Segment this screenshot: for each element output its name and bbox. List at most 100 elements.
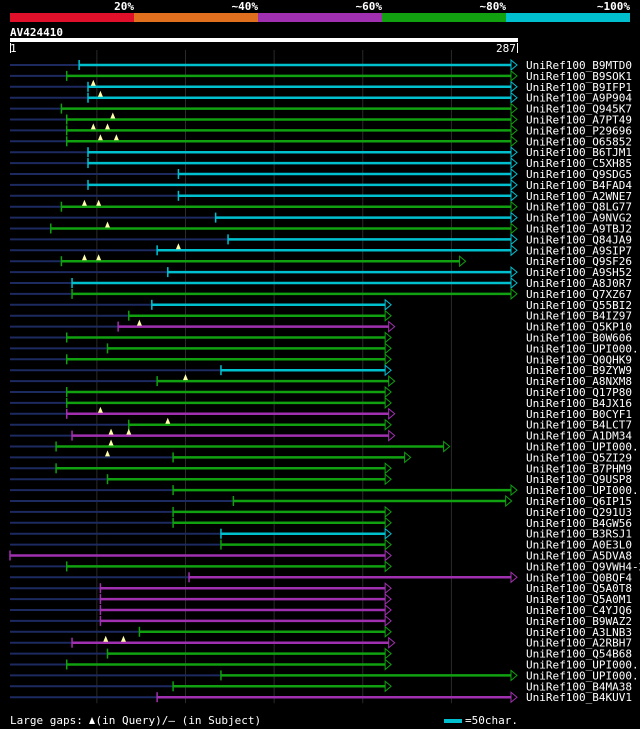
hit-label: UniRef100_B9MTD0 [526,59,632,72]
hit-arrow-icon [384,353,392,366]
hit-label: UniRef100_A9P904 [526,92,632,105]
hit-label: UniRef100_B4KUV1 [526,691,632,704]
hit-arrow-icon [388,375,396,388]
scale-segment-100 [506,13,630,22]
hit-arrow-icon [510,189,518,202]
hit-label: UniRef100_A0E3L0 [526,539,632,552]
hit-arrow-icon [510,135,518,148]
hit-label: UniRef100_B9IFP1 [526,81,632,94]
hit-label: UniRef100_B4MA38 [526,680,632,693]
hit-label: UniRef100_Q54B68 [526,648,632,661]
query-end-tick [517,43,518,53]
hit-arrow-icon [388,407,396,420]
hit-label: UniRef100_Q7XZ67 [526,288,632,301]
hit-arrow-icon [510,287,518,300]
hit-arrow-icon [510,167,518,181]
hit-arrow-icon [384,658,392,671]
scale-label-40: ~40% [231,0,259,13]
query-gap-marker [90,123,96,130]
hit-arrow-icon [510,113,518,126]
query-start-tick [10,43,11,53]
hit-label: UniRef100_A8NXM8 [526,375,632,388]
hit-arrow-icon [510,157,518,170]
hit-label: UniRef100_O65852 [526,135,632,148]
hit-label: UniRef100_A9SIP7 [526,244,632,257]
hit-label: UniRef100_UPI000.. [526,669,640,682]
scale-label-100: ~100% [596,0,630,13]
hit-label: UniRef100_B0W606 [526,332,632,345]
hit-arrow-icon [510,484,518,497]
query-gap-marker [81,199,87,206]
hit-label: UniRef100_A8J0R7 [526,277,632,290]
scale-segment-40 [134,13,258,22]
hit-arrow-icon [510,691,518,704]
query-gap-marker [183,374,188,381]
footer-subject-text: (in Subject) [174,714,262,727]
hit-label: UniRef100_B4IZ97 [526,310,632,323]
footer-query-text: (in Query)/ [95,714,169,727]
footer-prefix: Large gaps: [10,714,90,727]
hit-arrow-icon [510,91,518,104]
identity-scale-bar [10,13,630,22]
hit-arrow-icon [384,396,392,409]
query-id: AV424410 [10,26,63,39]
hit-arrow-icon [388,320,396,333]
hit-label: UniRef100_A5DVA8 [526,550,632,563]
hit-arrow-icon [510,669,518,682]
hit-arrow-icon [388,429,396,442]
query-gap-marker [113,134,119,141]
hit-label: UniRef100_A2WNE7 [526,190,632,203]
hit-arrow-icon [510,80,518,93]
hit-arrow-icon [384,625,392,638]
scale-segment-80 [382,13,506,22]
hit-arrow-icon [510,222,518,235]
hit-arrow-icon [384,473,392,486]
hit-label: UniRef100_B9ZYW9 [526,364,632,377]
hit-arrow-icon [384,331,392,344]
hit-label: UniRef100_A7PT49 [526,114,632,127]
hit-arrow-icon [384,298,392,311]
query-gap-marker [110,112,116,119]
hit-label: UniRef100_UPI000.. [526,484,640,497]
hit-arrow-icon [404,451,412,464]
hit-label: UniRef100_A1DM34 [526,430,632,443]
query-gap-marker [96,254,102,261]
hit-label: UniRef100_B9SOK1 [526,70,632,83]
hit-label: UniRef100_A3LNB3 [526,626,632,639]
hit-arrow-icon [510,244,518,257]
hit-arrow-icon [384,560,392,573]
hit-arrow-icon [384,680,392,693]
query-gap-marker [126,428,132,435]
query-gap-marker [105,450,110,457]
query-end-label: 287 [496,42,516,55]
hit-label: UniRef100_Q55BI2 [526,299,632,312]
hit-label: UniRef100_Q0QHK9 [526,353,632,366]
hit-arrow-icon [510,233,518,246]
query-gap-marker [97,406,103,413]
hit-label: UniRef100_Q9SDG5 [526,168,632,181]
query-gap-marker [97,134,103,141]
scale-label-60: ~60% [355,0,383,13]
hit-arrow-icon [510,146,518,159]
query-gap-marker [108,428,114,435]
hit-label: UniRef100_A2RBH7 [526,637,632,650]
hit-arrow-icon [505,494,513,508]
hit-label: UniRef100_UPI000.. [526,659,640,672]
hit-label: UniRef100_Q291U3 [526,506,632,519]
hit-arrow-icon [510,178,518,191]
hit-label: UniRef100_B7PHM9 [526,462,632,475]
hit-label: UniRef100_Q5A0T8 [526,582,632,595]
hit-label: UniRef100_Q9VWH4-2 [526,560,640,573]
length-legend-text: =50char. [465,714,518,727]
query-gap-marker [105,123,110,130]
query-gap-marker [136,319,142,326]
hit-arrow-icon [384,418,392,431]
hit-label: UniRef100_Q0BQF4 [526,571,632,584]
subject-gap-dash: — [168,714,175,727]
hit-arrow-icon [384,527,392,540]
hit-label: UniRef100_B4LCT7 [526,419,632,432]
scale-label-80: ~80% [479,0,507,13]
hit-arrow-icon [510,200,518,213]
hit-arrow-icon [388,636,396,649]
hit-arrow-icon [510,124,518,137]
